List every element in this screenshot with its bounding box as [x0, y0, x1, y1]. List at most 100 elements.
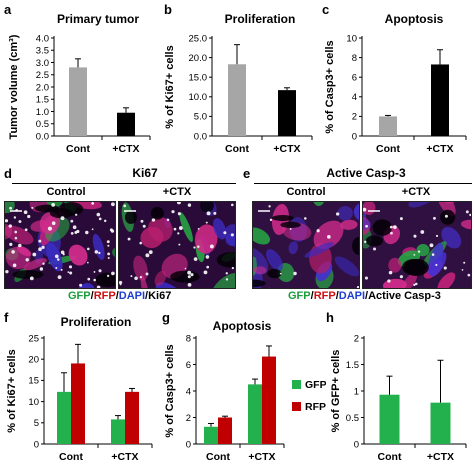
- tissue-region: [388, 257, 402, 273]
- lumen-region: [12, 270, 44, 279]
- y-tick-label: 2: [354, 333, 359, 344]
- y-tick-label: 1.0: [36, 107, 49, 118]
- bar: [125, 391, 139, 444]
- stained-nucleus: [413, 234, 417, 238]
- stained-nucleus: [187, 283, 192, 287]
- stained-nucleus: [119, 283, 122, 286]
- stained-nucleus: [399, 217, 403, 221]
- stained-nucleus: [465, 210, 469, 214]
- stained-nucleus: [98, 269, 102, 273]
- stained-nucleus: [139, 276, 142, 279]
- stained-nucleus: [365, 224, 368, 228]
- tissue-region: [5, 223, 13, 240]
- stain-rfp: RFP: [313, 290, 336, 302]
- stained-nucleus: [29, 276, 34, 281]
- stained-nucleus: [363, 207, 367, 212]
- tissue-region: [437, 272, 456, 288]
- y-tick-label: 4: [352, 92, 357, 103]
- stained-nucleus: [51, 202, 56, 207]
- panel-letter-c: c: [322, 2, 330, 17]
- x-category-label: Cont: [66, 143, 90, 155]
- stained-nucleus: [68, 265, 73, 269]
- stained-nucleus: [205, 221, 208, 224]
- tissue-region: [288, 241, 299, 255]
- stained-nucleus: [197, 227, 200, 230]
- stain-sep: /: [115, 290, 119, 302]
- tissue-region: [253, 271, 263, 288]
- y-tick-label: 10: [28, 397, 39, 408]
- stained-nucleus: [134, 276, 138, 281]
- tissue-region: [224, 224, 235, 247]
- tissue-region: [436, 202, 456, 217]
- stained-nucleus: [435, 263, 438, 267]
- stained-nucleus: [87, 277, 91, 281]
- y-tick-label: 0.0: [194, 131, 207, 142]
- stained-nucleus: [304, 217, 307, 220]
- stained-nucleus: [193, 246, 196, 249]
- stained-nucleus: [420, 230, 425, 234]
- bar: [57, 391, 71, 444]
- x-category-label: Cont: [225, 143, 249, 155]
- stained-nucleus: [75, 213, 78, 216]
- y-tick-label: 25: [28, 333, 39, 344]
- stain-dapi: DAPI: [118, 290, 146, 302]
- stained-nucleus: [85, 230, 89, 235]
- micrograph-e-control: [252, 201, 360, 289]
- stained-nucleus: [79, 283, 83, 287]
- stained-nucleus: [107, 244, 110, 247]
- y-tick-label: 15: [28, 376, 39, 387]
- micrograph-e-ctx: [362, 201, 472, 289]
- stained-nucleus: [9, 242, 13, 247]
- panel-letter-d: d: [4, 166, 12, 181]
- stained-nucleus: [24, 228, 28, 232]
- stained-nucleus: [393, 225, 397, 229]
- legend-label: RFP: [305, 401, 326, 413]
- stained-nucleus: [187, 275, 191, 279]
- stained-nucleus: [70, 219, 74, 223]
- stained-nucleus: [356, 286, 359, 288]
- bar: [262, 356, 276, 444]
- lumen-region: [200, 202, 214, 213]
- panel-letter-g: g: [162, 310, 170, 325]
- lumen-region: [271, 215, 294, 222]
- y-tick-label: 25.0: [189, 33, 208, 44]
- tissue-region: [337, 205, 353, 221]
- x-category-label: Cont: [59, 451, 83, 463]
- tissue-region: [266, 249, 283, 271]
- stained-nucleus: [145, 253, 150, 258]
- y-tick-label: 0: [352, 131, 357, 142]
- stain-dapi: DAPI: [338, 290, 366, 302]
- bar: [69, 67, 87, 136]
- micro-e-left-label: Control: [286, 186, 326, 198]
- stained-nucleus: [431, 253, 435, 256]
- stained-nucleus: [203, 270, 208, 275]
- lumen-region: [372, 219, 393, 236]
- bar: [248, 384, 262, 444]
- micrograph-image: [5, 202, 115, 288]
- chart-b: Proliferation % of Ki67+ cells 0.0 5.0 10.0 1…: [164, 12, 313, 155]
- lumen-region: [440, 209, 456, 225]
- stained-nucleus: [190, 273, 194, 277]
- micro-d-left-label: Control: [46, 186, 86, 198]
- x-category-label: +CTX: [248, 451, 275, 463]
- stained-nucleus: [335, 212, 340, 216]
- stained-nucleus: [98, 217, 102, 221]
- y-axis-label: % of GFP+ cells: [330, 350, 342, 433]
- x-category-label: Cont: [376, 143, 400, 155]
- stained-nucleus: [32, 252, 37, 257]
- y-tick-label: 2.0: [36, 82, 49, 93]
- y-tick-label: 1: [354, 386, 359, 397]
- stained-nucleus: [86, 261, 89, 264]
- stained-nucleus: [269, 218, 273, 222]
- chart-g: Apoptosis % of Casp3+ cells 0 2 4 6 8 Cont +CTX G…: [164, 319, 326, 463]
- stained-nucleus: [193, 257, 198, 261]
- stained-nucleus: [110, 202, 115, 207]
- micro-d-right-label: +CTX: [162, 186, 192, 198]
- micrograph-d-control: [4, 201, 116, 289]
- stain-sep: /: [310, 290, 314, 302]
- micrograph-image: [363, 202, 471, 288]
- stained-nucleus: [435, 234, 439, 238]
- stained-nucleus: [230, 233, 234, 237]
- bar: [379, 116, 397, 136]
- stained-nucleus: [197, 245, 200, 248]
